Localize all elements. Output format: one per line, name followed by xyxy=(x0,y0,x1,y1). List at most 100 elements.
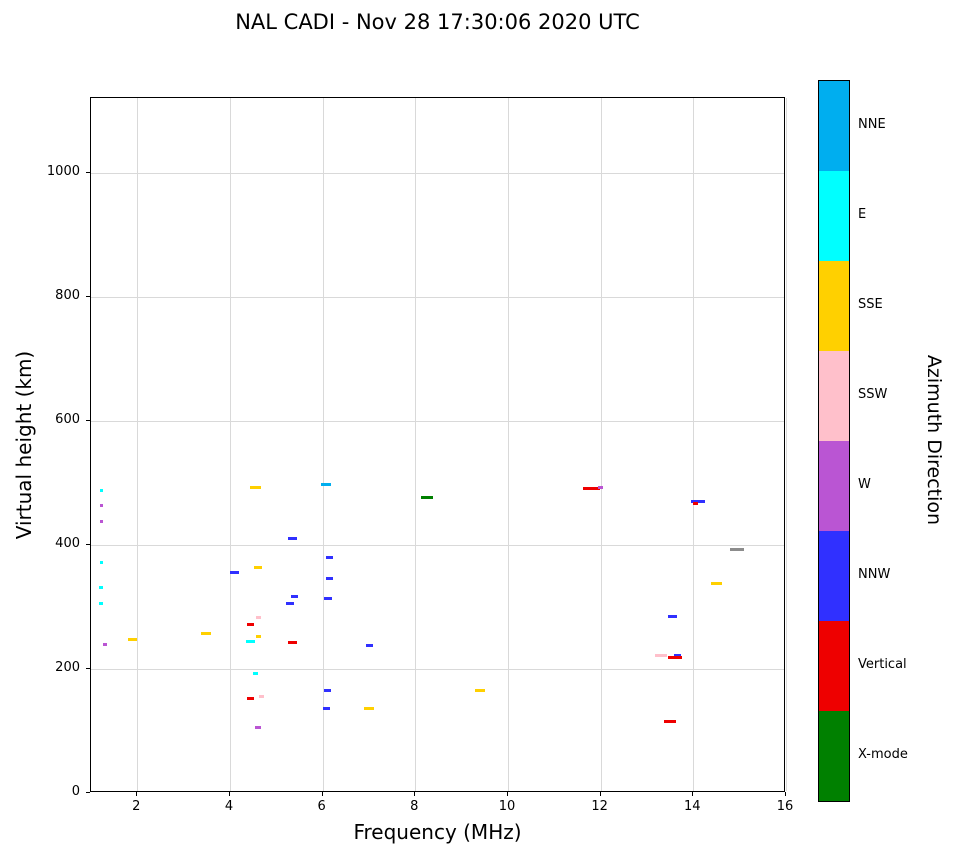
colorbar-segment-nne xyxy=(819,81,849,171)
echo-point xyxy=(326,577,334,581)
echo-point xyxy=(365,644,373,648)
x-tick-label: 16 xyxy=(776,799,794,814)
colorbar-label-sse: SSE xyxy=(858,297,883,312)
echo-point xyxy=(691,499,705,503)
colorbar-segment-ssw xyxy=(819,351,849,441)
gridline-horizontal xyxy=(91,420,784,422)
echo-point xyxy=(290,595,298,599)
echo-point xyxy=(667,614,678,618)
x-tick-mark xyxy=(229,792,230,796)
echo-point xyxy=(128,637,138,641)
echo-point xyxy=(247,696,255,700)
echo-point xyxy=(321,483,332,487)
y-tick-mark xyxy=(86,295,90,297)
gridline-vertical xyxy=(693,98,695,791)
x-tick-label: 10 xyxy=(498,799,516,814)
colorbar-label-nne: NNE xyxy=(858,117,886,132)
gridline-vertical xyxy=(322,98,324,791)
echo-point xyxy=(322,707,330,711)
x-tick-label: 12 xyxy=(591,799,608,814)
echo-point xyxy=(324,597,333,601)
y-tick-label: 1000 xyxy=(46,163,80,179)
echo-point xyxy=(258,694,265,698)
x-tick-label: 4 xyxy=(224,799,234,814)
echo-point xyxy=(673,654,681,658)
x-tick-mark xyxy=(507,792,508,796)
y-tick-label: 800 xyxy=(55,287,80,303)
x-tick-mark xyxy=(136,792,138,796)
x-tick-mark xyxy=(692,792,694,796)
echo-point xyxy=(421,495,433,499)
colorbar-segment-vertical xyxy=(819,621,849,711)
echo-point xyxy=(582,486,601,490)
echo-point xyxy=(597,485,604,489)
echo-point xyxy=(230,571,240,575)
y-tick-label: 200 xyxy=(55,659,80,675)
colorbar-axis-label: Azimuth Direction xyxy=(923,354,945,526)
gridline-vertical xyxy=(230,98,231,791)
echo-point xyxy=(323,689,331,693)
echo-point xyxy=(692,501,699,505)
echo-point xyxy=(252,672,259,676)
y-tick-mark xyxy=(86,171,90,173)
y-tick-mark xyxy=(86,419,90,421)
colorbar-label-nnw: NNW xyxy=(858,567,891,582)
echo-point xyxy=(667,656,682,660)
y-tick-label: 400 xyxy=(55,535,80,551)
colorbar-segment-sse xyxy=(819,261,849,351)
y-axis-label: Virtual height (km) xyxy=(12,350,36,540)
echo-point xyxy=(99,489,103,493)
colorbar-label-vertical: Vertical xyxy=(858,657,907,672)
echo-point xyxy=(664,720,676,724)
echo-point xyxy=(288,536,297,540)
echo-point xyxy=(475,689,486,693)
echo-point xyxy=(286,602,295,606)
gridline-vertical xyxy=(137,98,139,791)
x-tick-mark xyxy=(321,792,323,796)
echo-point xyxy=(246,639,256,643)
gridline-horizontal xyxy=(91,296,784,298)
echo-point xyxy=(250,486,261,490)
y-tick-mark xyxy=(86,792,90,793)
x-tick-mark xyxy=(599,792,601,796)
echo-point xyxy=(710,581,723,585)
y-tick-mark xyxy=(86,543,90,545)
gridline-vertical xyxy=(600,98,602,791)
echo-point xyxy=(99,504,103,508)
colorbar-segment-nnw xyxy=(819,531,849,621)
colorbar-label-e: E xyxy=(858,207,867,222)
echo-point xyxy=(287,640,298,644)
colorbar-label-w: W xyxy=(858,477,871,492)
echo-point xyxy=(255,635,262,639)
x-tick-label: 14 xyxy=(684,799,701,814)
x-tick-mark xyxy=(414,792,416,796)
colorbar-segment-e xyxy=(819,171,849,261)
echo-point xyxy=(364,707,374,711)
x-tick-mark xyxy=(785,792,786,796)
gridline-horizontal xyxy=(91,544,784,546)
gridline-vertical xyxy=(508,98,509,791)
x-tick-label: 8 xyxy=(410,799,419,814)
echo-point xyxy=(247,622,255,626)
echo-point xyxy=(253,566,262,570)
gridline-horizontal xyxy=(91,668,784,670)
x-tick-label: 2 xyxy=(132,799,141,814)
echo-point xyxy=(99,560,103,564)
gridline-vertical xyxy=(786,98,787,791)
gridline-horizontal xyxy=(91,172,784,174)
gridline-vertical xyxy=(415,98,417,791)
echo-point xyxy=(255,615,262,619)
echo-point xyxy=(255,726,261,730)
colorbar-label-ssw: SSW xyxy=(858,387,888,402)
x-axis-label: Frequency (MHz) xyxy=(353,820,522,844)
plot-area xyxy=(90,97,787,792)
y-tick-label: 0 xyxy=(71,784,80,799)
colorbar xyxy=(818,80,850,802)
y-tick-label: 600 xyxy=(55,411,80,427)
echo-point xyxy=(99,602,104,606)
colorbar-segment-w xyxy=(819,441,849,531)
echo-point xyxy=(655,653,667,657)
colorbar-segment-x-mode xyxy=(819,711,849,801)
y-tick-mark xyxy=(86,667,90,669)
